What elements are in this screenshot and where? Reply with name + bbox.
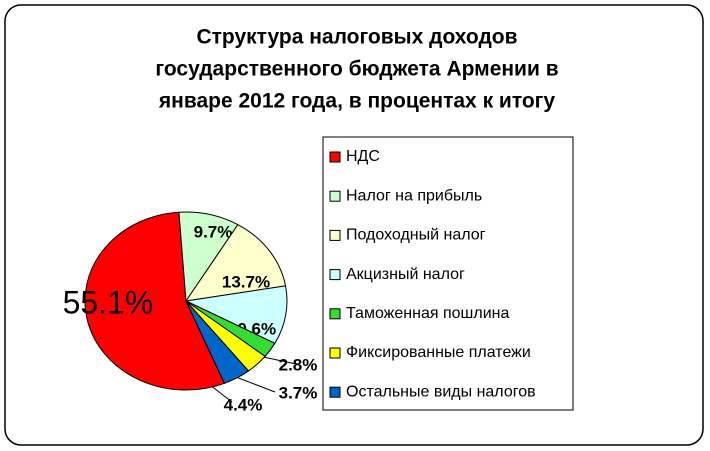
legend-label: Налог на прибыль	[346, 187, 482, 204]
legend-box	[322, 136, 574, 411]
legend-swatch	[329, 190, 341, 202]
legend-swatch	[329, 386, 341, 398]
data-label: 13.7%	[222, 272, 270, 291]
legend-swatch	[329, 151, 341, 163]
legend-swatch	[329, 269, 341, 281]
data-label: 2.8%	[279, 355, 318, 374]
data-label: 55.1%	[63, 284, 154, 320]
chart-title: Структура налоговых доходов	[196, 26, 517, 49]
pie-slice	[84, 211, 226, 391]
pie-slice	[184, 285, 288, 344]
legend-label: Акцизный налог	[346, 266, 465, 283]
data-label: 9.7%	[194, 222, 233, 241]
legend-label: Подоходный налог	[346, 227, 486, 244]
legend-swatch	[329, 347, 341, 359]
chart-title: государственного бюджета Армении в	[155, 58, 558, 81]
data-label: 3.7%	[279, 383, 318, 402]
legend-label: Остальные виды налогов	[346, 383, 536, 400]
pie-slice	[185, 300, 250, 384]
data-label: 4.4%	[224, 395, 263, 414]
pie-slice	[184, 223, 287, 302]
chart-title: январе 2012 года, в процентах к итогу	[158, 90, 556, 113]
legend-label: НДС	[346, 148, 380, 165]
legend-label: Фиксированные платежи	[346, 344, 531, 361]
legend-label: Таможенная пошлина	[346, 305, 509, 322]
legend-swatch	[329, 229, 341, 241]
legend-swatch	[329, 308, 341, 320]
